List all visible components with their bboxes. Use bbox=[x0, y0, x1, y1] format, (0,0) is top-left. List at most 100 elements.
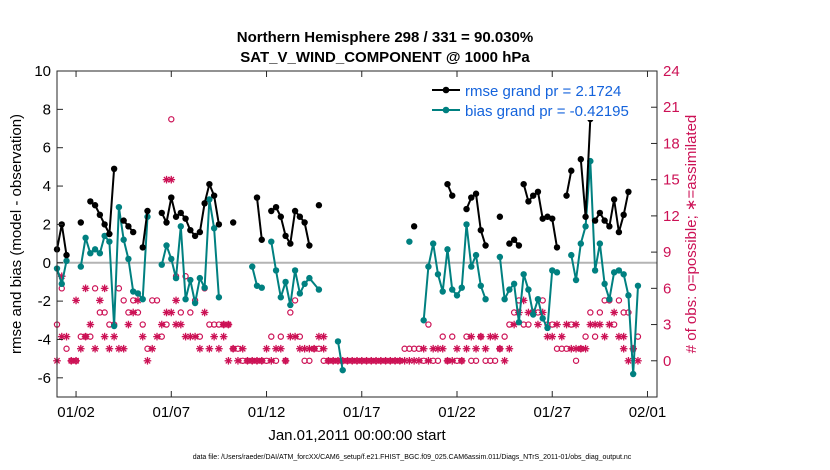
rmse-point bbox=[177, 209, 185, 217]
obs-assimilated-marker bbox=[505, 344, 514, 353]
obs-assimilated-marker bbox=[496, 344, 504, 353]
obs-possible-marker bbox=[501, 333, 508, 340]
rmse-series bbox=[53, 115, 632, 259]
bias-point bbox=[301, 280, 308, 288]
rmse-point bbox=[520, 180, 527, 188]
obs-possible-marker bbox=[306, 357, 313, 364]
bias-point bbox=[506, 286, 513, 293]
rmse-point bbox=[187, 226, 194, 234]
bias-point bbox=[287, 301, 294, 309]
bias-point bbox=[163, 242, 170, 249]
obs-assimilated-marker bbox=[415, 356, 423, 365]
obs-assimilated-marker bbox=[119, 344, 128, 353]
obs-assimilated-marker bbox=[62, 332, 71, 341]
obs-assimilated-marker bbox=[329, 356, 337, 365]
obs-assimilated-marker bbox=[448, 356, 457, 365]
obs-assimilated-marker bbox=[262, 344, 271, 353]
rmse-point bbox=[601, 217, 608, 224]
rmse-point bbox=[496, 213, 504, 220]
rmse-point bbox=[182, 215, 189, 222]
left-tick-label: -6 bbox=[38, 370, 51, 387]
obs-assimilated-marker bbox=[143, 356, 152, 365]
rmse-point bbox=[468, 194, 475, 201]
obs-possible-marker bbox=[615, 297, 623, 304]
obs-possible-marker bbox=[491, 357, 499, 364]
obs-possible-marker bbox=[277, 333, 285, 340]
obs-assimilated-marker bbox=[562, 320, 571, 329]
bias-point bbox=[463, 221, 470, 228]
obs-possible-marker bbox=[91, 285, 99, 292]
obs-assimilated-marker bbox=[86, 320, 95, 329]
legend-bias-marker bbox=[442, 106, 450, 114]
rmse-point bbox=[596, 209, 604, 217]
bias-point bbox=[187, 276, 194, 284]
rmse-point bbox=[172, 213, 180, 220]
obs-assimilated-marker bbox=[91, 344, 99, 353]
bias-point bbox=[191, 299, 199, 307]
rmse-point bbox=[163, 219, 170, 226]
bias-point bbox=[458, 284, 465, 291]
obs-assimilated-markers bbox=[53, 175, 642, 365]
rmse-point bbox=[506, 240, 513, 247]
rmse-point bbox=[444, 180, 451, 188]
rmse-point bbox=[472, 190, 480, 197]
bias-point bbox=[258, 284, 265, 291]
rmse-point bbox=[482, 242, 489, 249]
rmse-point bbox=[282, 232, 289, 240]
rmse-point bbox=[568, 167, 575, 174]
bias-point bbox=[91, 246, 99, 253]
right-tick-label: 18 bbox=[663, 135, 680, 152]
obs-assimilated-marker bbox=[81, 332, 90, 341]
bias-point bbox=[439, 288, 446, 295]
rmse-point bbox=[253, 194, 261, 201]
bias-point bbox=[406, 238, 413, 245]
obs-assimilated-marker bbox=[424, 356, 433, 365]
obs-possible-marker bbox=[472, 357, 480, 364]
rmse-point bbox=[591, 217, 599, 224]
rmse-point bbox=[268, 207, 275, 215]
obs-assimilated-marker bbox=[481, 344, 490, 353]
right-tick-label: 21 bbox=[663, 99, 680, 116]
rmse-point bbox=[91, 202, 99, 209]
obs-assimilated-marker bbox=[419, 344, 428, 353]
obs-assimilated-marker bbox=[77, 344, 85, 353]
bias-point bbox=[482, 296, 489, 303]
bias-point bbox=[134, 290, 142, 297]
obs-assimilated-marker bbox=[453, 344, 461, 353]
bias-point bbox=[606, 296, 613, 303]
left-tick-label: 0 bbox=[43, 255, 51, 272]
rmse-point bbox=[463, 205, 470, 213]
obs-assimilated-marker bbox=[81, 284, 90, 293]
bias-point bbox=[120, 236, 127, 243]
bias-point bbox=[568, 251, 575, 259]
right-tick-label: 15 bbox=[663, 172, 680, 189]
rmse-point bbox=[272, 203, 280, 211]
obs-assimilated-marker bbox=[300, 344, 309, 353]
bias-point bbox=[77, 263, 85, 270]
right-tick-label: 6 bbox=[663, 280, 671, 297]
obs-assimilated-marker bbox=[386, 356, 395, 365]
rmse-point bbox=[96, 211, 104, 219]
bias-point bbox=[210, 225, 218, 232]
obs-assimilated-marker bbox=[191, 332, 199, 341]
bias-point bbox=[472, 251, 480, 259]
obs-assimilated-marker bbox=[72, 296, 80, 305]
obs-assimilated-marker bbox=[148, 344, 157, 353]
obs-assimilated-marker bbox=[238, 344, 247, 353]
rmse-point bbox=[196, 228, 204, 236]
obs-assimilated-marker bbox=[624, 356, 633, 365]
right-tick-label: 24 bbox=[663, 63, 680, 80]
bias-point bbox=[125, 255, 132, 263]
bias-point bbox=[477, 282, 485, 289]
obs-assimilated-marker bbox=[153, 332, 161, 341]
obs-assimilated-marker bbox=[296, 344, 304, 353]
bias-point bbox=[63, 257, 70, 265]
rmse-point bbox=[477, 226, 485, 234]
obs-assimilated-marker bbox=[557, 332, 566, 341]
obs-possible-marker bbox=[187, 309, 194, 316]
rmse-point bbox=[210, 192, 218, 199]
bias-point bbox=[110, 322, 118, 330]
obs-assimilated-marker bbox=[581, 344, 590, 353]
chart-title-line2: SAT_V_WIND_COMPONENT @ 1000 hPa bbox=[240, 49, 530, 66]
bias-point bbox=[82, 234, 89, 242]
